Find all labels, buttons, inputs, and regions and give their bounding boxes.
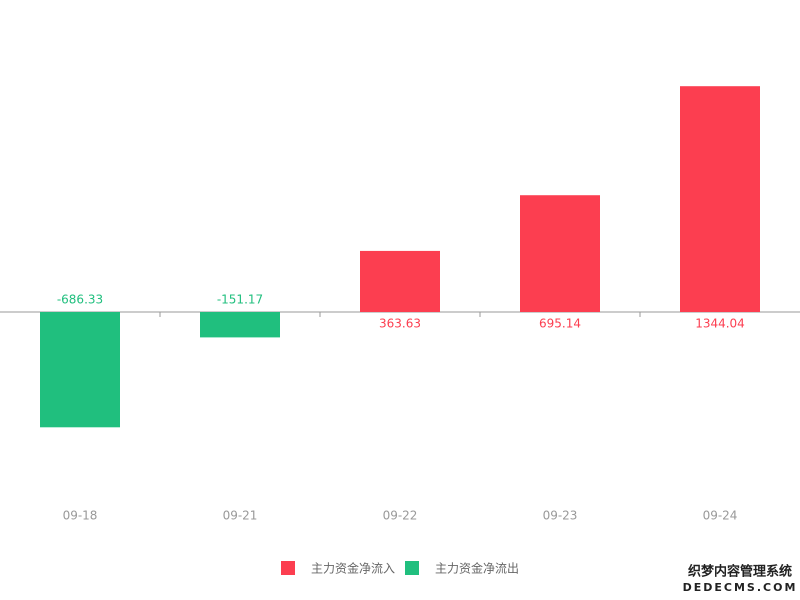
legend-label: 主力资金净流入	[311, 561, 395, 576]
legend-swatch	[281, 561, 295, 575]
value-label: 695.14	[539, 317, 581, 331]
legend-label: 主力资金净流出	[435, 561, 519, 576]
bar	[200, 312, 280, 338]
x-tick-label: 09-23	[543, 509, 578, 523]
legend-swatch	[405, 561, 419, 575]
x-tick-label: 09-24	[703, 509, 738, 523]
x-tick-label: 09-18	[63, 509, 98, 523]
value-label: 363.63	[379, 317, 421, 331]
value-label: -686.33	[57, 293, 103, 307]
x-tick-label: 09-21	[223, 509, 258, 523]
value-label: -151.17	[217, 293, 263, 307]
watermark: DEDECMS.COM	[683, 581, 798, 594]
bar	[680, 86, 760, 312]
bar	[40, 312, 120, 428]
watermark: 织梦内容管理系统	[688, 564, 792, 580]
bar	[360, 250, 440, 312]
x-tick-label: 09-22	[383, 509, 418, 523]
bar	[520, 195, 600, 312]
value-label: 1344.04	[695, 317, 745, 331]
